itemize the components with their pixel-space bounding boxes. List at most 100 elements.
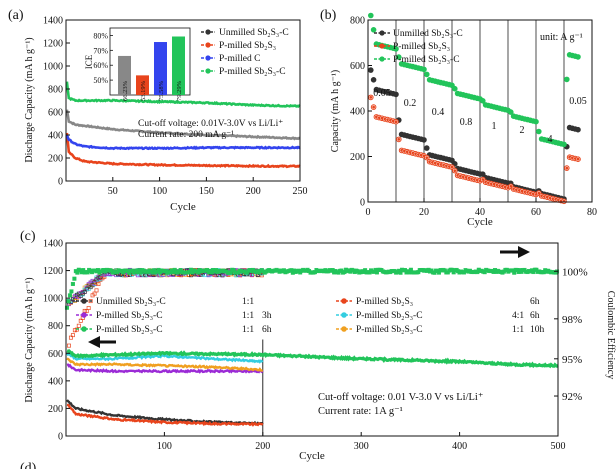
panel-b-rate-label: 4: [548, 134, 553, 145]
panel-b-point: [480, 171, 486, 177]
panel-b-point: [575, 126, 581, 133]
panel-c-legend-ratio: 4:1: [512, 311, 524, 321]
panel-c-ce-point: [72, 298, 77, 303]
panel-b-unit: unit: A g⁻¹: [540, 32, 583, 43]
panel-b-series-2: [368, 94, 581, 205]
inset-bar: [118, 55, 131, 95]
panel-a-legend-marker: [205, 29, 211, 35]
panel-b-point-core: [565, 166, 569, 170]
panel-c-ce-point: [72, 328, 77, 333]
panel-b-point-fill: [561, 142, 567, 147]
panel-b-y-label: Capacity (mA h g⁻¹): [330, 70, 341, 152]
panel-b-rate-labels: 0.05 0.2 0.4 0.8 1 2 4 0.05: [373, 88, 587, 145]
panel-b-xtick-label: 40: [475, 207, 485, 218]
panel-a-xtick-label: 250: [293, 186, 308, 197]
panel-a-ytick-label: 800: [48, 85, 63, 96]
panel-a-series-1: [65, 109, 301, 141]
panel-c-ce-point: [68, 335, 73, 340]
panel-c-xtick-label: 100: [157, 441, 172, 452]
panel-c-series-4: [66, 352, 264, 364]
panel-c-legend-name: P-milled Sb₂S₃-C: [96, 311, 163, 321]
panel-b-point-core: [397, 138, 401, 141]
inset-ytick-label: 50%: [93, 76, 108, 85]
panel-c-legend: Unmilled Sb₂S₃-C 1:1 P-milled Sb₂S₃ 6h P-mil…: [76, 297, 545, 335]
panel-b-ytick-label: 400: [350, 107, 365, 118]
panel-c-xtick-label: 300: [354, 441, 369, 452]
panel-a-line-2: [65, 132, 301, 169]
panel-c-y2tick-label: 95%: [562, 354, 582, 366]
panel-b-series-3: [368, 12, 581, 148]
panel-b-xtick-label: 20: [419, 207, 429, 218]
panel-b-xtick-label: 60: [531, 207, 541, 218]
inset-bar-label: 79.29%: [176, 80, 183, 101]
panel-b-xtick-label: 0: [366, 207, 371, 218]
panel-c-y2tick-label: 98%: [562, 314, 582, 326]
panel-b-point-core: [450, 165, 454, 169]
panel-c-ce-point-main: [67, 293, 72, 298]
panel-c-legend-marker: [341, 298, 347, 304]
panel-a-series-3: [65, 134, 301, 151]
panel-b-rate-label: 0.2: [404, 98, 417, 109]
panel-a-ytick-label: 600: [48, 108, 63, 119]
panel-c-cutoff-note: Cut-off voltage: 0.01 V-3.0 V vs Li/Li⁺: [318, 392, 484, 403]
panel-b-rate-label: 1: [492, 121, 497, 132]
panel-c-ce-point: [67, 343, 71, 348]
panel-a-legend: Unmilled Sb₂S₃-C P-milled Sb₂S₃ P-milled C…: [201, 28, 289, 77]
panel-a-series-2: [65, 132, 301, 169]
panel-a-plot-area: [65, 81, 301, 169]
panel-c-y2tick-label: 92%: [562, 391, 582, 403]
panel-a-y-label: Discharge Capacity (mA h g⁻¹): [24, 37, 35, 162]
panel-a-ytick-label: 200: [48, 154, 63, 165]
panel-c-line-2: [66, 403, 264, 427]
panel-a-label: (a): [8, 8, 24, 23]
panel-c-legend-name: P-milled Sb₂S₃-C: [96, 325, 163, 335]
inset-bar-label: 75.58%: [158, 80, 165, 101]
panel-b-point-core: [453, 169, 457, 173]
panel-a-ytick-label: 1400: [43, 16, 63, 27]
panel-c: (c) 0 200 400 600 800 1000 1200 1400 100% 98% 95%…: [20, 229, 616, 462]
panel-c-legend-time: 3h: [262, 311, 272, 321]
panel-a-inset-ice: 66.23% 53.19% 75.58% 79.29% 50% 60% 70% 80% IC…: [84, 27, 191, 101]
panel-b-legend-entry: P-milled Sb₂S₃-C: [393, 55, 460, 65]
panel-c-series-5: [66, 349, 559, 369]
panel-c-ce-point: [70, 333, 75, 338]
panel-c-ce-point-main: [69, 289, 74, 294]
panel-c-ce-point: [76, 323, 81, 328]
panel-c-legend-time: 10h: [530, 325, 545, 335]
panel-b-point: [393, 91, 399, 98]
panel-b-point-fill: [452, 86, 458, 91]
panel-c-legend-marker: [81, 298, 87, 304]
panel-c-y2tick-label: 100%: [562, 266, 588, 278]
panel-b-point: [370, 77, 377, 83]
inset-bar-label: 53.19%: [140, 80, 147, 101]
panel-a-x-label: Cycle: [170, 201, 196, 213]
panel-b-ytick-label: 800: [350, 16, 365, 27]
panel-c-legend-time: 6h: [530, 297, 540, 307]
panel-b: (b) 0 200 400 600 800 0 20 40 60 80 Cycle Capaci…: [320, 8, 597, 228]
panel-b-label: (b): [320, 8, 337, 23]
arrow-left-icon: [88, 336, 116, 348]
panel-b-series-1: [368, 67, 581, 202]
panel-b-point-fill: [508, 109, 514, 115]
panel-a-legend-entry: P-milled Sb₂S₃: [219, 41, 276, 51]
panel-c-ytick-label: 200: [48, 404, 63, 415]
panel-c-plot-area: [64, 267, 560, 436]
panel-b-point-core: [576, 157, 580, 161]
panel-b-x-ticks: 0 20 40 60 80: [366, 198, 597, 218]
panel-c-ytick-label: 1400: [43, 239, 63, 250]
panel-c-line-4: [66, 352, 264, 364]
panel-b-y-ticks: 0 200 400 600 800: [350, 16, 372, 209]
panel-c-rate-note: Current rate: 1A g⁻¹: [318, 406, 403, 417]
panel-c-xtick-label: 500: [551, 441, 566, 452]
panel-a-ytick-label: 1200: [43, 39, 63, 50]
panel-c-series-2: [66, 403, 264, 427]
panel-a-series-4: [65, 81, 301, 109]
panel-c-ce-point-main: [66, 299, 71, 304]
panel-c-ce-point: [84, 287, 89, 292]
panel-a-legend-entry: P-milled C: [219, 54, 260, 64]
panel-d-label: (d): [20, 461, 37, 469]
panel-b-point-fill: [421, 67, 427, 72]
panel-c-ce-point: [82, 289, 87, 294]
panel-c-y2-label: Coulombic Efficiency: [605, 291, 616, 379]
panel-a-ytick-label: 1000: [43, 62, 63, 73]
